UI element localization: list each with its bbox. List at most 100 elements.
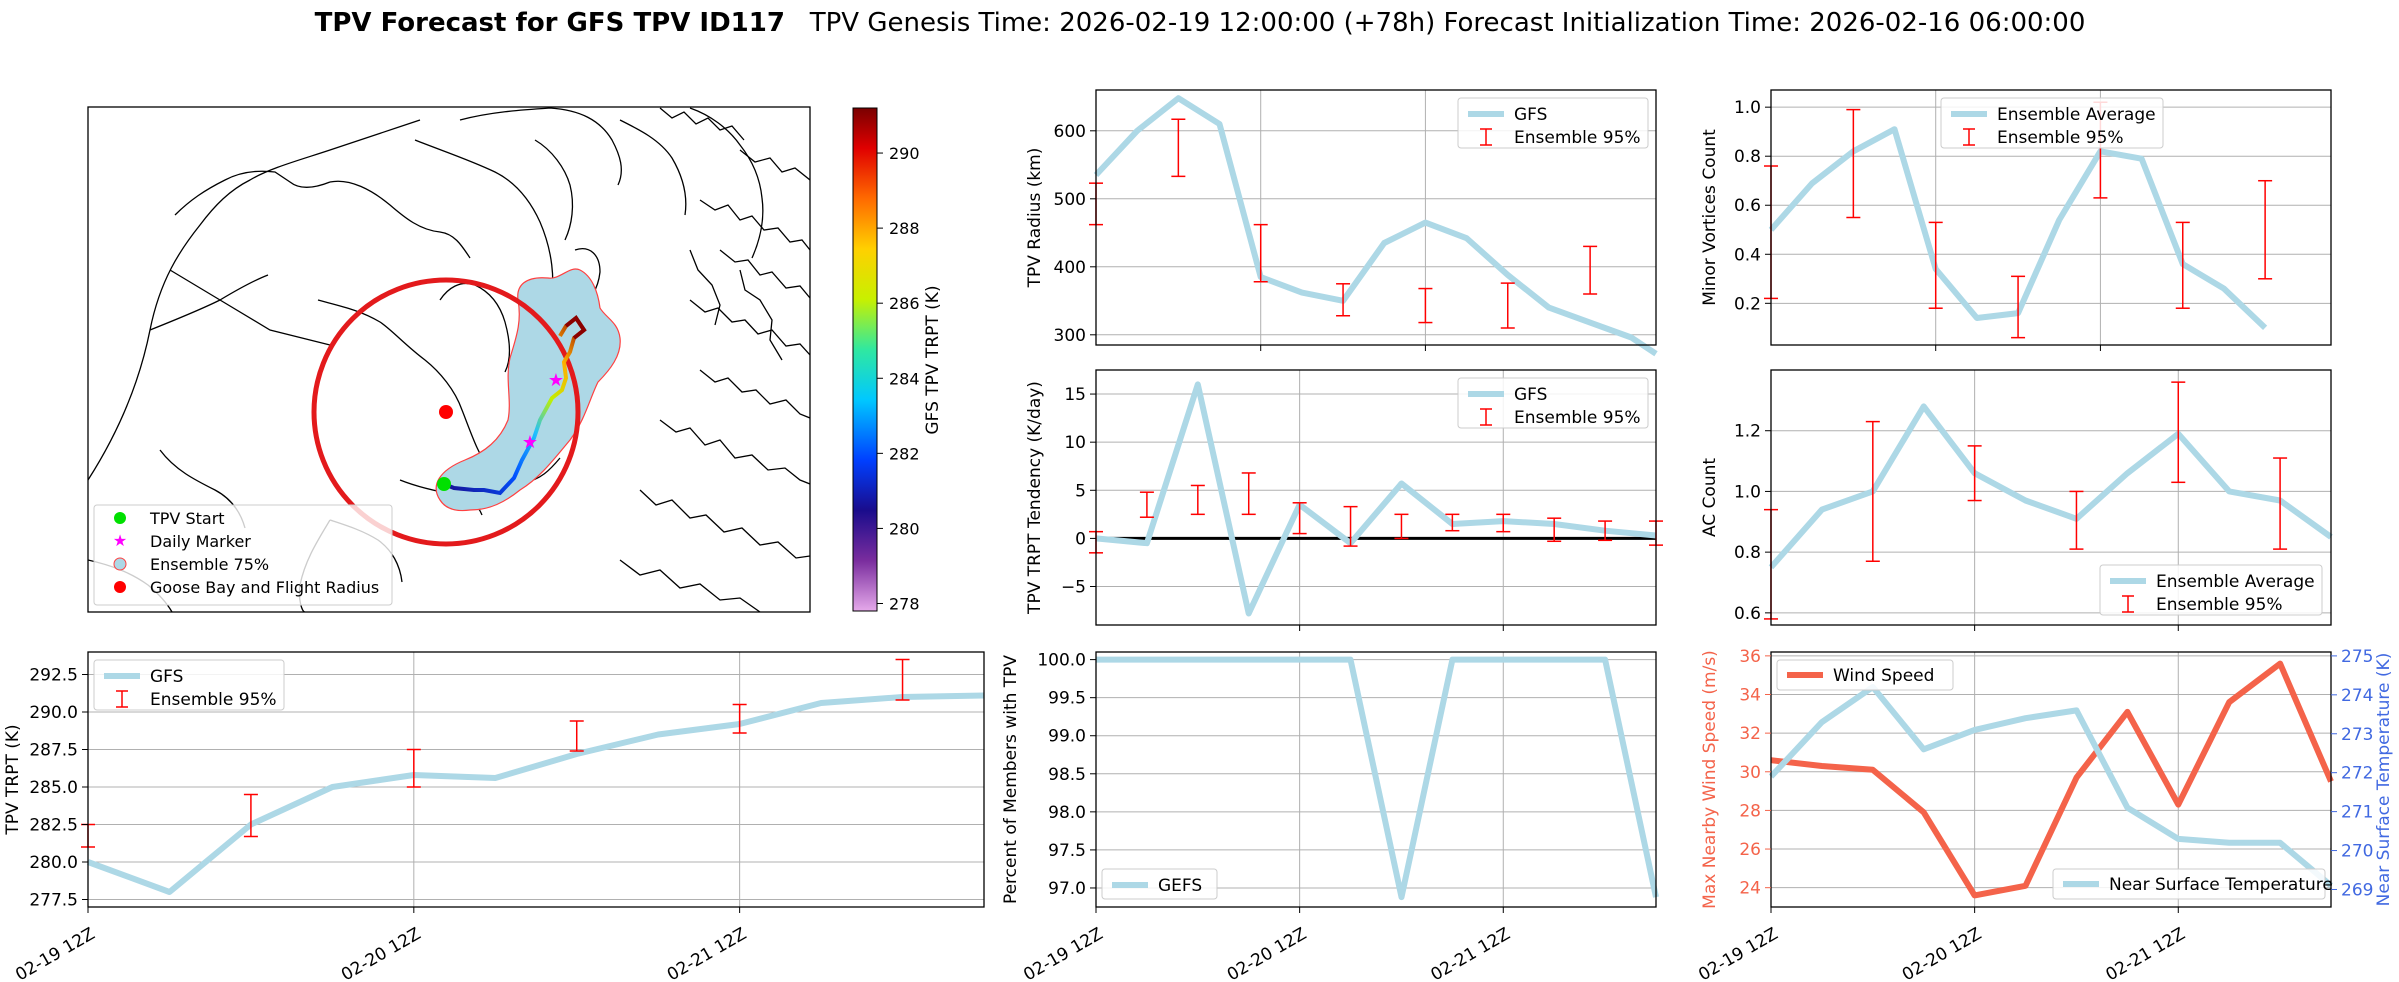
legend-label: GFS (1514, 105, 1547, 125)
y-tick-label: 32 (1739, 724, 1761, 744)
legend-errorbar-swatch (1480, 408, 1492, 426)
y-tick-label: 34 (1739, 686, 1761, 706)
y-tick-label: 290.0 (29, 703, 78, 723)
error-bar (1171, 118, 1186, 178)
legend-label: Near Surface Temperature (2109, 875, 2333, 895)
y-tick-label: 99.5 (1048, 689, 1086, 709)
daily-marker: ★ (522, 432, 538, 453)
y2-axis-label: Near Surface Temperature (K) (2374, 653, 2394, 907)
plot-frame (1770, 89, 2332, 346)
error-bar (1928, 221, 1943, 309)
y-tick-label: 285.0 (29, 778, 78, 798)
y2-tick-label: 272 (2341, 764, 2373, 784)
y-axis-label: Max Nearby Wind Speed (m/s) (1700, 650, 1720, 909)
legend-label: Daily Marker (150, 532, 251, 551)
goose-bay-marker (439, 405, 453, 419)
plot-frame (1095, 651, 1657, 908)
x-tick-label: 02-19 12Z (1695, 924, 1781, 982)
error-bar (1598, 520, 1613, 542)
y-tick-label: 0.8 (1734, 147, 1761, 167)
legend-box (2099, 564, 2323, 616)
legend-ensemble-swatch (113, 557, 127, 571)
x-tick-label: 02-20 12Z (338, 924, 424, 982)
legend-errorbar-swatch (1480, 128, 1492, 146)
legend-errorbar-swatch (116, 690, 128, 708)
y-axis-label: AC Count (1700, 458, 1720, 537)
error-bar (1846, 108, 1861, 219)
plot-frame (1770, 651, 2332, 908)
x-tick-label: 02-20 12Z (1224, 924, 1310, 982)
trpt-tendency-chart: −5 0 5 10 15 TPV TRPT Tendency (K/day) GFS Ense… (1025, 369, 1663, 631)
map-legend: TPV Start ★ Daily Marker Ensemble 75% Go… (93, 504, 393, 606)
y-tick-label: 600 (1054, 122, 1086, 142)
series-line-gfs (1095, 381, 1657, 617)
title-rest: TPV Genesis Time: 2026-02-19 12:00:00 (+… (809, 8, 2086, 38)
error-bar (1343, 505, 1358, 547)
map-frame (87, 106, 811, 613)
tpv-track-end (564, 315, 587, 340)
series-line-gefs (1096, 656, 1659, 901)
error-bar (1394, 513, 1409, 540)
error-bar (243, 793, 258, 838)
colorbar-bar (852, 107, 878, 612)
colorbar-tick-label: 284 (889, 369, 920, 388)
colorbar-tick-label: 278 (889, 594, 920, 613)
y2-tick-label: 274 (2341, 686, 2373, 706)
colorbar-tick-label: 286 (889, 294, 920, 313)
legend-label: Goose Bay and Flight Radius (150, 578, 379, 597)
error-bar (1583, 245, 1598, 295)
error-bar (2069, 490, 2084, 550)
error-bar (1496, 513, 1511, 533)
y2-tick-label: 270 (2341, 842, 2373, 862)
legend-label: Ensemble 95% (1514, 408, 1641, 428)
y-tick-label: 0.6 (1734, 604, 1761, 624)
figure-title: TPV Forecast for GFS TPV ID117 TPV Genes… (315, 8, 2086, 38)
error-bar (2011, 275, 2026, 339)
x-tick-label: 02-21 12Z (664, 924, 750, 982)
x-tick-label: 02-21 12Z (2102, 924, 2188, 982)
error-bar (1253, 223, 1268, 283)
map-panel: ★ ★ TPV Start ★ Daily Marker Ensemble 75… (87, 106, 943, 613)
legend-label: Ensemble 95% (1514, 128, 1641, 148)
legend-box (1776, 659, 1954, 691)
y-tick-label: 98.5 (1048, 765, 1086, 785)
y-tick-label: 100.0 (1037, 651, 1086, 671)
colorbar-tick-label: 288 (889, 219, 920, 238)
legend-label: Wind Speed (1833, 666, 1934, 686)
colorbar-ticks: 278 280 282 284 286 288 290 (877, 144, 920, 613)
x-tick-label: 02-21 12Z (1427, 924, 1513, 982)
plot-frame (1095, 369, 1657, 626)
legend: GEFS (1101, 868, 1218, 900)
y2-tick-label: 269 (2341, 880, 2373, 900)
y-axis-label: TPV Radius (km) (1025, 148, 1045, 289)
y2-tick-label: 275 (2341, 647, 2373, 667)
legend-label: Ensemble 95% (150, 690, 277, 710)
wind-temperature-chart: 24 26 28 30 32 34 36 02-19 12Z 02-20 12Z 02-21 12… (1695, 647, 2394, 982)
y-tick-label: 400 (1054, 258, 1086, 278)
percent-members-chart: 97.0 97.5 98.0 98.5 99.0 99.5 100.0 02-19 12Z 02… (1001, 651, 1659, 982)
plot-frame (87, 651, 985, 908)
y-tick-label: 30 (1739, 763, 1761, 783)
error-bar (406, 748, 421, 788)
y-tick-label: 28 (1739, 801, 1761, 821)
y-tick-label: 0.2 (1734, 294, 1761, 314)
legend-label: TPV Start (149, 509, 225, 528)
legend-start-marker (114, 512, 126, 524)
legend: GFS Ensemble 95% (93, 659, 285, 711)
y-tick-label: 26 (1739, 840, 1761, 860)
y-axis-label: TPV TRPT (K) (3, 724, 23, 835)
y-tick-label: 292.5 (29, 666, 78, 686)
legend-goosebay-marker (114, 581, 126, 593)
y-tick-label: −5 (1061, 578, 1086, 598)
error-bar (2175, 221, 2190, 309)
error-bar (1241, 472, 1256, 516)
legend-label: Ensemble 75% (150, 555, 269, 574)
error-bar (2171, 381, 2186, 484)
x-tick-label: 02-20 12Z (1899, 924, 1985, 982)
legend-label: Ensemble 95% (2156, 595, 2283, 615)
x-tick-label: 02-19 12Z (1020, 924, 1106, 982)
daily-marker: ★ (548, 370, 564, 391)
y-tick-label: 282.5 (29, 816, 78, 836)
